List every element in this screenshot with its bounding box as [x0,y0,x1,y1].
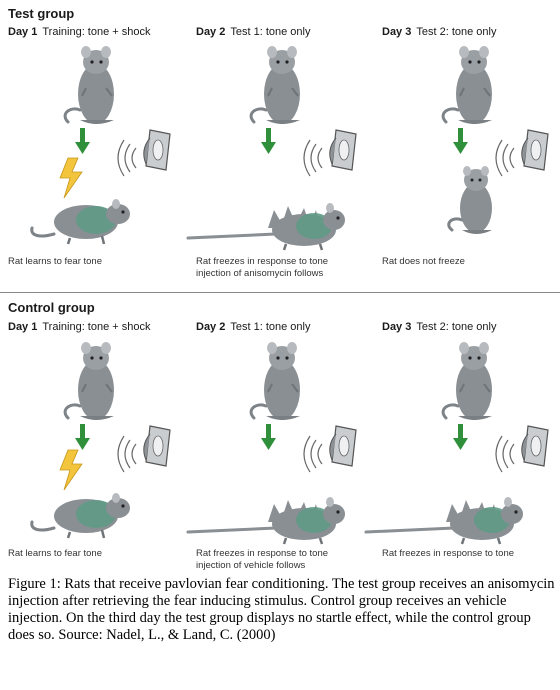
down-arrow-icon [261,128,276,154]
down-arrow-icon [453,128,468,154]
caption-line: Rat learns to fear tone [8,548,102,559]
shock-bolt-icon [59,449,83,491]
rat-crouching-icon [30,491,132,540]
caption-line: injection of anisomycin follows [196,268,324,279]
rat-freezing-icon [186,495,347,546]
test-caption-day2: Rat freezes in response to tone injection… [196,256,328,280]
speaker-icon [117,425,171,473]
test-group-title: Test group [8,6,75,21]
shock-bolt-icon [59,157,83,199]
caption-line: Rat freezes in response to tone [196,256,329,267]
day-label: Day 1 [8,26,38,38]
day-label: Day 2 [196,321,226,333]
day-condition: Test 2: tone only [416,26,497,38]
day-condition: Test 1: tone only [230,321,311,333]
speaker-icon [303,129,357,177]
control-day1-heading: Day 1 Training: tone + shock [8,321,151,333]
test-day3-heading: Day 3 Test 2: tone only [382,26,496,38]
test-day2-heading: Day 2 Test 1: tone only [196,26,310,38]
caption-line: Rat freezes in response to tone [196,548,329,559]
day-condition: Test 1: tone only [230,26,311,38]
rat-upright-icon [249,44,302,126]
rat-upright-icon [441,340,494,422]
test-group-illustration [30,44,549,252]
control-caption-day2: Rat freezes in response to tone injection… [196,548,328,572]
rat-freezing-icon [186,201,347,252]
caption-line: Rat learns to fear tone [8,256,102,267]
control-day3-heading: Day 3 Test 2: tone only [382,321,496,333]
rat-freezing-icon [364,495,525,546]
control-caption-day1: Rat learns to fear tone [8,548,102,560]
down-arrow-icon [75,128,90,154]
speaker-icon [303,425,357,473]
rat-crouching-icon [30,197,132,246]
day-condition: Training: tone + shock [42,26,151,38]
test-caption-day3: Rat does not freeze [382,256,465,268]
group-divider [0,292,560,293]
day-label: Day 3 [382,321,412,333]
rat-upright-icon [249,340,302,422]
control-group-title: Control group [8,300,95,315]
day-label: Day 3 [382,26,412,38]
caption-line: injection of vehicle follows [196,560,306,571]
speaker-icon [495,129,549,177]
day-condition: Training: tone + shock [42,321,151,333]
speaker-icon [117,129,171,177]
caption-line: Rat freezes in response to tone [382,548,515,559]
rat-upright-icon [63,44,116,126]
rat-upright-icon [441,44,494,126]
day-label: Day 2 [196,26,226,38]
control-caption-day3: Rat freezes in response to tone [382,548,514,560]
down-arrow-icon [261,424,276,450]
test-day1-heading: Day 1 Training: tone + shock [8,26,151,38]
control-group-illustration [30,340,549,546]
figure-caption: Figure 1: Rats that receive pavlovian fe… [8,576,555,643]
speaker-icon [495,425,549,473]
caption-line: Rat does not freeze [382,256,465,267]
rat-upright-icon [63,340,116,422]
day-label: Day 1 [8,321,38,333]
rat-standing-icon [447,164,494,236]
day-condition: Test 2: tone only [416,321,497,333]
test-caption-day1: Rat learns to fear tone [8,256,102,268]
control-day2-heading: Day 2 Test 1: tone only [196,321,310,333]
down-arrow-icon [75,424,90,450]
down-arrow-icon [453,424,468,450]
